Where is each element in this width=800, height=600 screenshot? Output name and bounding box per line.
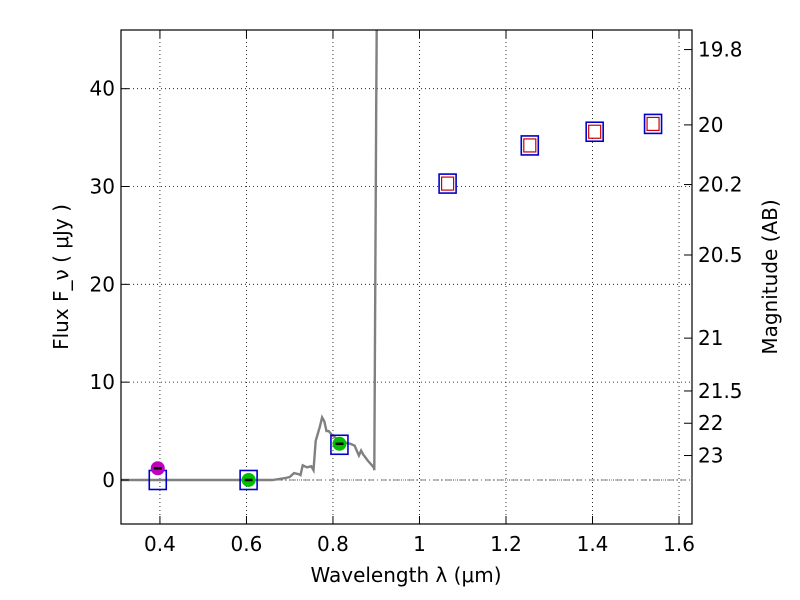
y-tick-label: 20 — [90, 272, 115, 296]
right-axis-label: Magnitude (AB) — [758, 199, 782, 354]
magnitude-tick-label: 23 — [698, 444, 723, 468]
model-band-square-marker — [239, 469, 258, 491]
x-tick-label: 1.2 — [490, 532, 522, 556]
y-axis-label: Flux F_ν ( μJy ) — [49, 204, 73, 350]
x-axis-label: Wavelength λ (μm) — [310, 563, 501, 587]
observed-upper-limit-marker — [523, 138, 537, 153]
magnitude-tick-label: 21 — [698, 326, 723, 350]
x-tick-label: 1 — [413, 532, 426, 556]
observed-upper-limit-marker — [588, 124, 602, 139]
photometry-markers — [148, 113, 663, 491]
y-tick-label: 0 — [102, 468, 115, 492]
plot-frame — [120, 29, 693, 525]
magnitude-tick-label: 19.8 — [698, 38, 743, 62]
grid-lines — [121, 30, 692, 524]
model-band-square-marker — [643, 113, 663, 135]
x-tick-label: 0.8 — [317, 532, 349, 556]
x-tick-label: 0.6 — [231, 532, 263, 556]
y-tick-label: 40 — [90, 77, 115, 101]
observed-upper-limit-marker — [646, 116, 660, 132]
x-tick-label: 0.4 — [144, 532, 176, 556]
magnitude-tick-label: 21.5 — [698, 379, 743, 403]
x-tick-label: 1.4 — [577, 532, 609, 556]
model-spectrum-line — [121, 30, 378, 482]
axis-ticks: 0.4 0.6 0.8 1 1.2 1.4 1.6 0 10 20 30 40 19.8 20 20.2 20… — [90, 30, 743, 556]
x-tick-label: 1.6 — [663, 532, 695, 556]
magnitude-tick-label: 22 — [698, 411, 723, 435]
y-tick-label: 10 — [90, 370, 115, 394]
model-spectrum — [121, 30, 378, 482]
model-band-square-marker — [520, 135, 540, 156]
magnitude-tick-label: 20.2 — [698, 173, 743, 197]
model-band-square-marker — [438, 173, 457, 194]
model-band-square-marker — [585, 121, 604, 143]
magnitude-tick-label: 20.5 — [698, 243, 743, 267]
observed-upper-limit-marker — [440, 176, 455, 191]
magnitude-tick-label: 20 — [698, 113, 723, 137]
y-tick-label: 30 — [90, 175, 115, 199]
model-band-square-marker — [330, 434, 349, 456]
